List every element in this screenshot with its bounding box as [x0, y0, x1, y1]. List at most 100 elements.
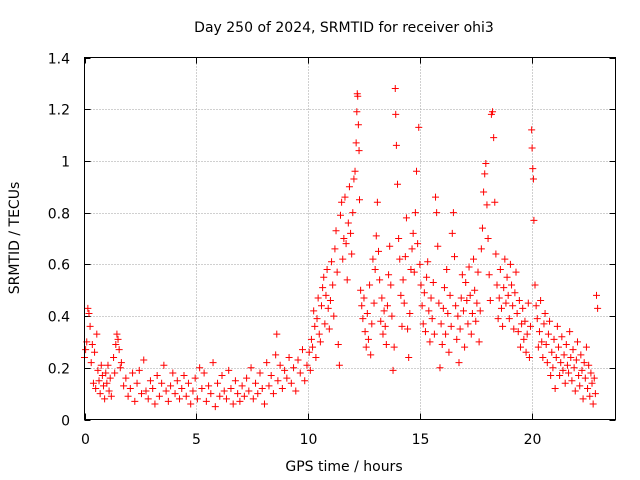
y-tick-label: 0.4 [48, 310, 70, 326]
data-point [342, 240, 350, 248]
data-point [529, 165, 537, 173]
data-point [269, 390, 277, 398]
x-tick-label: 0 [81, 432, 90, 448]
data-point [348, 250, 356, 258]
data-point [429, 278, 437, 286]
y-tick-label: 1.4 [48, 52, 70, 68]
data-point [240, 392, 248, 400]
data-point [116, 364, 124, 372]
data-point [454, 312, 462, 320]
data-point [471, 286, 479, 294]
data-point [162, 387, 170, 395]
data-point [103, 379, 111, 387]
y-tick-label: 1 [61, 155, 70, 171]
data-point [535, 328, 543, 336]
data-point [461, 343, 469, 351]
data-point [191, 374, 199, 382]
data-point [301, 377, 309, 385]
data-point [231, 377, 239, 385]
data-point [378, 294, 386, 302]
data-point [198, 384, 206, 392]
data-point [542, 341, 550, 349]
data-point [452, 302, 460, 310]
data-point [370, 299, 378, 307]
data-point [478, 224, 486, 232]
data-point [496, 266, 504, 274]
data-point [314, 294, 322, 302]
data-point [267, 372, 275, 380]
data-point [93, 330, 101, 338]
data-point [392, 110, 400, 118]
data-point [180, 372, 188, 380]
data-point [585, 361, 593, 369]
data-point [483, 201, 491, 209]
y-tick-label: 0.8 [48, 207, 70, 223]
grid-lines [84, 57, 616, 420]
data-point [558, 333, 566, 341]
data-point [281, 366, 289, 374]
data-point [229, 400, 237, 408]
data-point [377, 317, 385, 325]
data-point [391, 85, 399, 93]
data-point [453, 335, 461, 343]
data-point [548, 348, 556, 356]
data-point [338, 198, 346, 206]
data-point [532, 302, 540, 310]
data-point [586, 392, 594, 400]
data-point [550, 335, 558, 343]
x-tick-label: 5 [192, 432, 201, 448]
data-point [396, 255, 404, 263]
data-point [263, 359, 271, 367]
data-point [129, 369, 137, 377]
data-point [173, 377, 181, 385]
data-point [334, 341, 342, 349]
data-point [312, 353, 320, 361]
data-point [387, 281, 395, 289]
data-point [554, 343, 562, 351]
data-point [292, 387, 300, 395]
data-point [97, 361, 105, 369]
data-point [234, 390, 242, 398]
data-point [477, 245, 485, 253]
data-point [254, 390, 262, 398]
data-point [509, 302, 517, 310]
data-point [467, 330, 475, 338]
data-point [104, 361, 112, 369]
data-point [418, 302, 426, 310]
data-point [340, 235, 348, 242]
data-point [504, 291, 512, 299]
data-point [551, 384, 559, 392]
data-point [423, 273, 431, 281]
data-point [473, 299, 481, 307]
data-point [588, 379, 596, 387]
data-point [322, 291, 330, 299]
data-point [584, 384, 592, 392]
data-point [413, 167, 421, 175]
data-point [356, 196, 364, 204]
data-point [151, 400, 159, 408]
data-point [534, 343, 542, 351]
data-point [417, 281, 425, 289]
x-axis-label: GPS time / hours [285, 459, 402, 475]
data-point [506, 260, 514, 268]
data-point [311, 322, 319, 330]
data-point [395, 235, 403, 242]
data-point [106, 374, 114, 382]
data-point [546, 317, 554, 325]
data-point [225, 366, 233, 374]
data-point [189, 387, 197, 395]
data-point [381, 322, 389, 330]
data-point [511, 289, 519, 297]
data-point [489, 108, 497, 116]
data-point [493, 281, 501, 289]
data-point [362, 343, 370, 351]
data-point [196, 364, 204, 372]
data-point [591, 390, 599, 398]
data-point [209, 359, 217, 367]
data-point [158, 379, 166, 387]
data-point [563, 361, 571, 369]
data-point [258, 384, 266, 392]
data-point [394, 180, 402, 188]
data-point [573, 338, 581, 346]
data-point [313, 315, 321, 323]
